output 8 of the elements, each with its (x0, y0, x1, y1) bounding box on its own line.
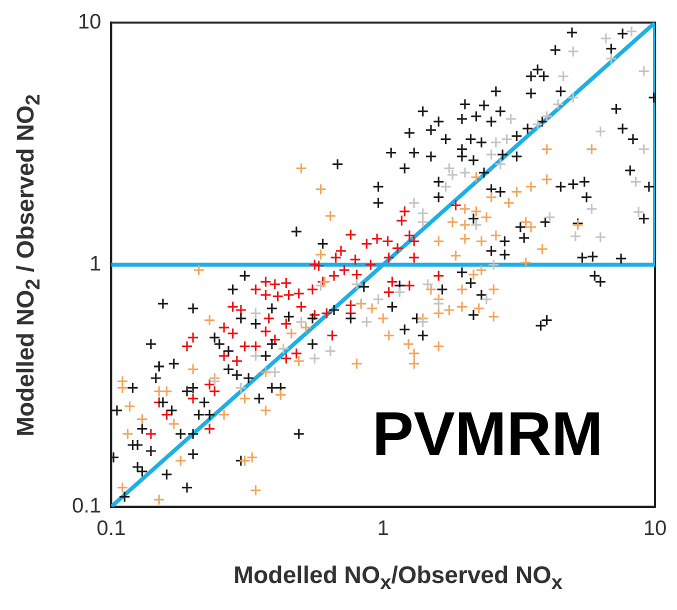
y-tick-label: 1 (90, 252, 102, 276)
x-axis-title: Modelled NO$_{x}$/Observed NO$_{x}$ (232, 562, 564, 595)
x-tick-label: 10 (643, 517, 667, 540)
annotation: PVMRM (372, 400, 603, 469)
x-tick-label: 0.1 (96, 517, 126, 540)
x-tick-label: 1 (377, 517, 389, 540)
y-tick-label: 10 (78, 10, 102, 34)
y-tick-label: 0.1 (72, 494, 102, 518)
